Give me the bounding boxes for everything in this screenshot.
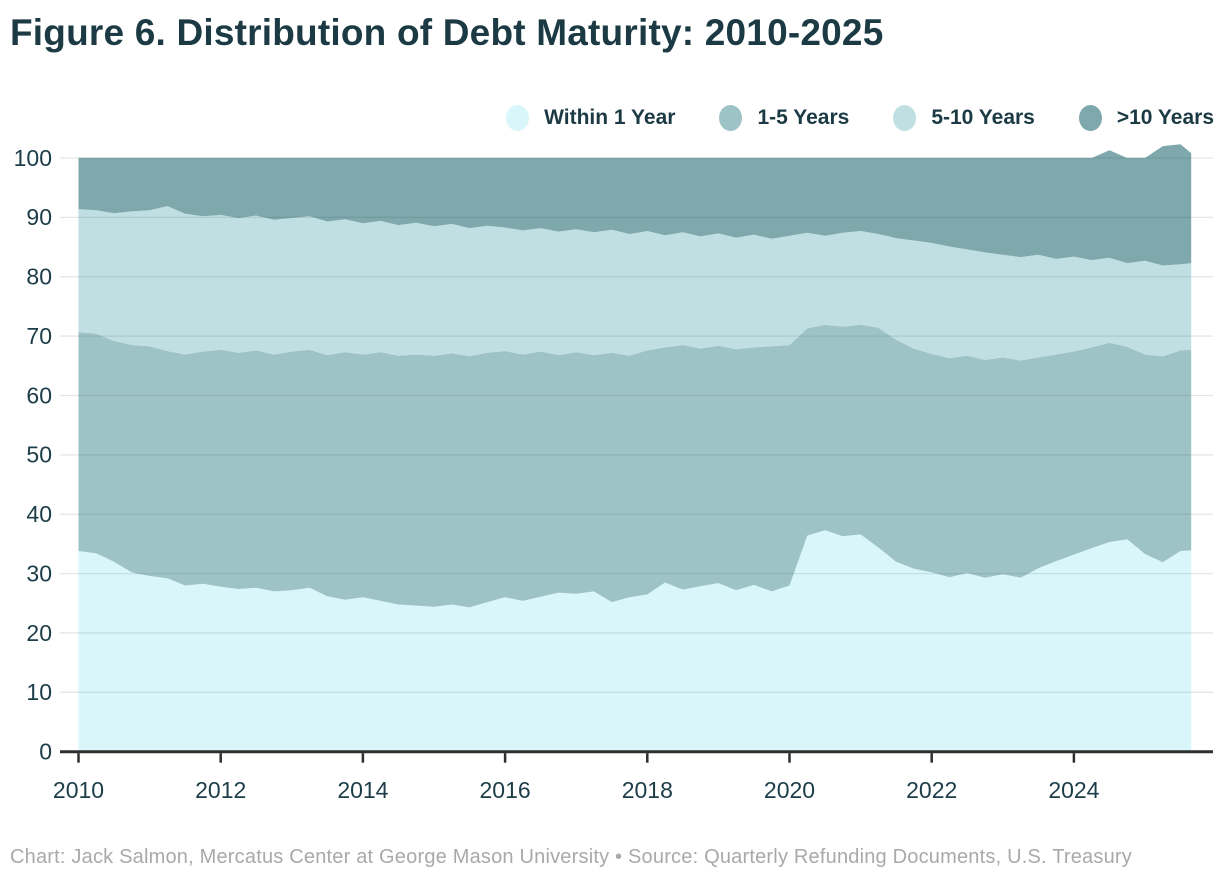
legend-swatch-icon bbox=[893, 105, 917, 131]
legend-item-4: >10 Years bbox=[1078, 105, 1214, 131]
legend-item-1: Within 1 Year bbox=[506, 105, 675, 131]
x-axis-label: 2014 bbox=[337, 777, 388, 803]
area-series-4 bbox=[78, 144, 1192, 266]
legend-item-3: 5-10 Years bbox=[893, 105, 1035, 131]
y-axis-label: 70 bbox=[26, 323, 52, 349]
x-axis-label: 2020 bbox=[764, 777, 815, 803]
legend-label: 5-10 Years bbox=[931, 106, 1035, 129]
area-series-1 bbox=[78, 530, 1192, 752]
legend-label: 1-5 Years bbox=[757, 106, 850, 129]
y-axis-label: 0 bbox=[39, 739, 52, 765]
y-axis-label: 80 bbox=[26, 264, 52, 290]
chart-legend: Within 1 Year 1-5 Years 5-10 Years >10 Year… bbox=[506, 105, 1214, 131]
legend-swatch-icon bbox=[1078, 105, 1102, 131]
x-axis-label: 2024 bbox=[1048, 777, 1099, 803]
x-axis-label: 2016 bbox=[480, 777, 531, 803]
x-axis-label: 2022 bbox=[906, 777, 957, 803]
x-axis-label: 2012 bbox=[195, 777, 246, 803]
y-axis-label: 90 bbox=[26, 204, 52, 230]
x-axis-label: 2010 bbox=[53, 777, 104, 803]
legend-label: >10 Years bbox=[1116, 106, 1214, 129]
y-axis-label: 50 bbox=[26, 442, 52, 468]
area-series-2 bbox=[78, 324, 1192, 608]
legend-swatch-icon bbox=[506, 105, 530, 131]
y-axis-label: 30 bbox=[26, 560, 52, 586]
page-title: Figure 6. Distribution of Debt Maturity:… bbox=[10, 12, 884, 53]
legend-swatch-icon bbox=[719, 105, 743, 131]
source-attribution: Chart: Jack Salmon, Mercatus Center at G… bbox=[10, 846, 1132, 868]
y-axis-label: 10 bbox=[26, 679, 52, 705]
legend-label: Within 1 Year bbox=[544, 106, 676, 129]
area-series-3 bbox=[78, 206, 1192, 361]
y-axis-label: 40 bbox=[26, 501, 52, 527]
y-axis-label: 20 bbox=[26, 620, 52, 646]
y-axis-label: 60 bbox=[26, 382, 52, 408]
x-axis-label: 2018 bbox=[622, 777, 673, 803]
y-axis-label: 100 bbox=[14, 145, 52, 171]
legend-item-2: 1-5 Years bbox=[719, 105, 849, 131]
